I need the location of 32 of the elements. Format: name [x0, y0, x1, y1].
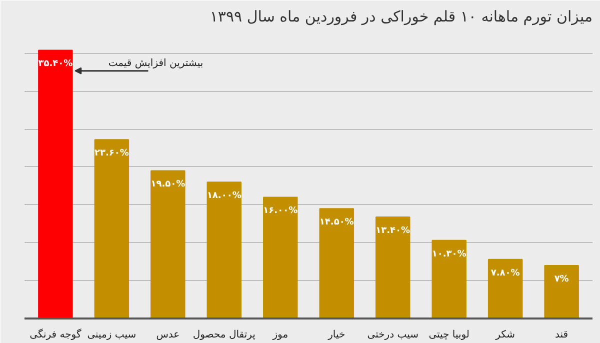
- bar: [94, 139, 130, 318]
- x-tick-label: سیب درختی: [367, 330, 418, 340]
- bar: [488, 258, 523, 318]
- chart-title: میزان تورم ماهانه ۱۰ قلم خوراکی در فروردین ماه سال ۱۳۹۹: [210, 8, 593, 26]
- x-tick-label: لوبیا چیتی: [428, 330, 470, 340]
- x-tick-label: خیار: [327, 330, 346, 340]
- bar: [375, 216, 410, 318]
- data-label: ۲۳.۶۰%: [94, 148, 129, 159]
- bar: [263, 196, 298, 318]
- bar: [150, 170, 186, 318]
- x-tick-label: گوجه فرنگی: [30, 328, 82, 340]
- x-tick-label: عدس: [156, 330, 180, 340]
- x-tick-label: موز: [272, 330, 288, 340]
- x-tick-label: پرتقال محصول: [192, 330, 256, 340]
- data-label: ۱۸.۰۰%: [206, 191, 242, 202]
- bar: [206, 182, 242, 318]
- data-label: ۱۴.۵۰%: [319, 218, 354, 228]
- data-label: ۷%: [554, 274, 569, 284]
- x-tick-label: شکر: [494, 330, 516, 340]
- bar: [319, 208, 354, 318]
- bar: [544, 264, 579, 318]
- x-tick-label: قند: [555, 330, 568, 340]
- data-label: ۱۳.۴۰%: [376, 226, 410, 236]
- data-label: ۱۶.۰۰%: [263, 206, 298, 216]
- bar: [38, 50, 73, 318]
- data-label: ۳۵.۴۰%: [38, 59, 73, 70]
- data-label: ۱۰.۳۰%: [432, 249, 466, 260]
- x-tick-label: سیب زمینی: [87, 330, 136, 340]
- annotation: بیشترین افزایش قیمت: [108, 58, 204, 69]
- data-label: ۱۹.۵۰%: [150, 180, 186, 190]
- bar: [432, 240, 466, 318]
- data-label: ۷.۸۰%: [490, 268, 520, 278]
